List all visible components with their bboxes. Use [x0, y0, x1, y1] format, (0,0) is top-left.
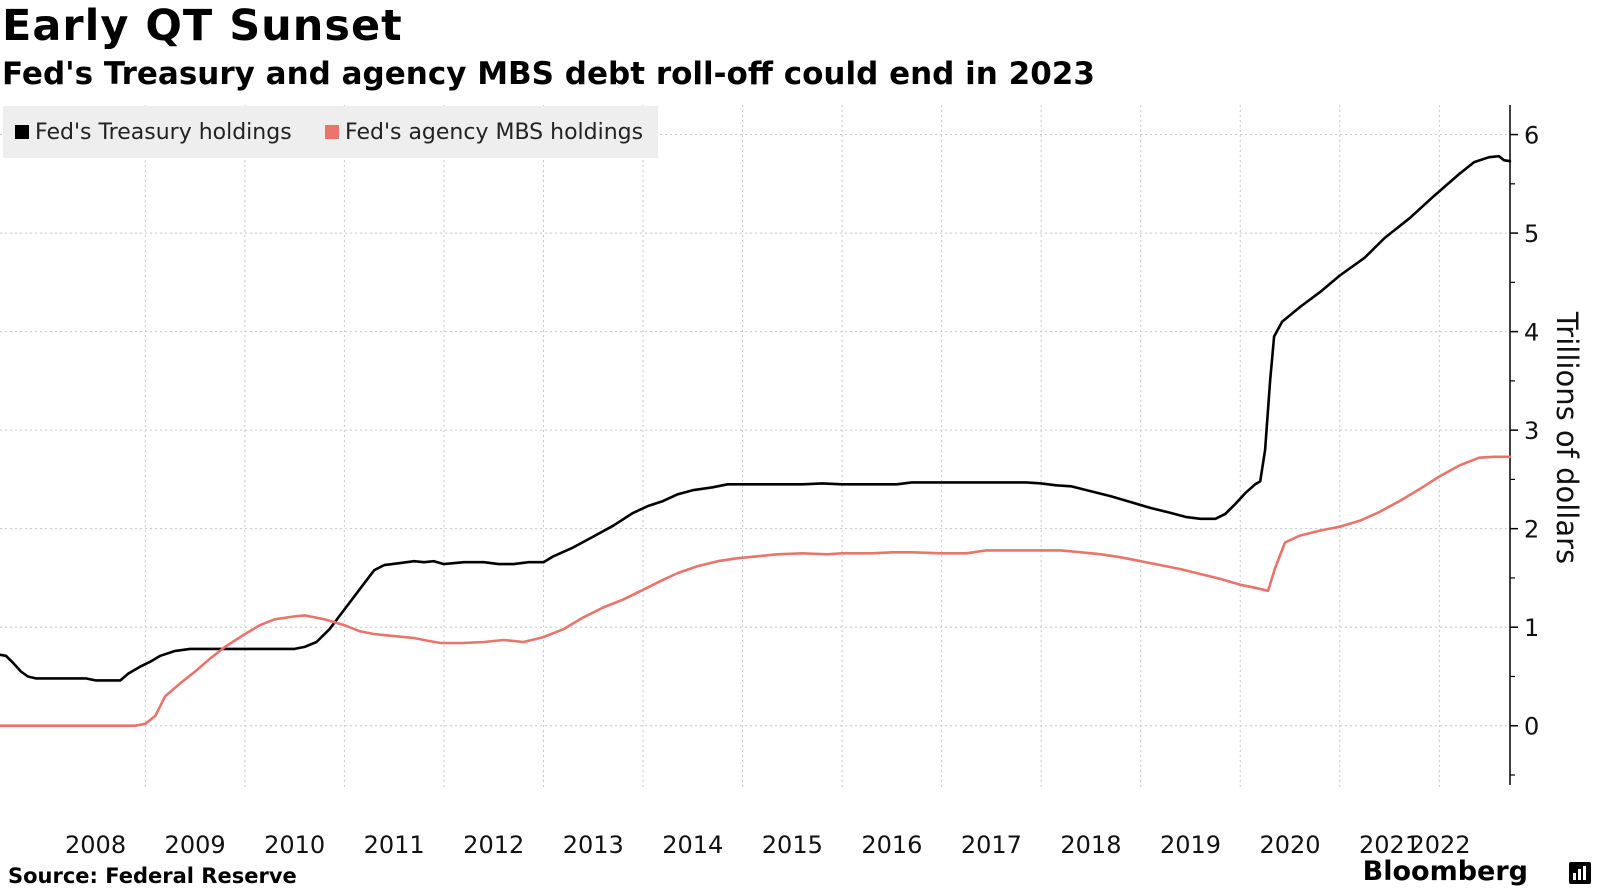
x-tick-label-2013: 2013: [563, 831, 624, 859]
x-tick-label-2011: 2011: [364, 831, 425, 859]
legend-swatch-treasury: [15, 125, 29, 139]
x-tick-label-2014: 2014: [662, 831, 723, 859]
chart-title: Early QT Sunset: [2, 1, 403, 51]
y-tick-label-3: 3: [1524, 417, 1539, 445]
y-tick-label-4: 4: [1524, 319, 1539, 347]
brand-logo-text: Bloomberg: [1362, 856, 1528, 887]
legend-item-treasury: Fed's Treasury holdings: [15, 119, 292, 145]
y-tick-label-6: 6: [1524, 122, 1539, 150]
x-tick-label-2010: 2010: [264, 831, 325, 859]
y-tick-label-5: 5: [1524, 220, 1539, 248]
source-note: Source: Federal Reserve: [8, 864, 297, 888]
x-tick-label-2008: 2008: [65, 831, 126, 859]
x-tick-label-2018: 2018: [1060, 831, 1121, 859]
x-tick-label-2017: 2017: [961, 831, 1022, 859]
y-tick-label-2: 2: [1524, 516, 1539, 544]
x-tick-label-2019: 2019: [1160, 831, 1221, 859]
data-series: [0, 154, 1512, 727]
x-tick-label-2015: 2015: [762, 831, 823, 859]
gridlines: [0, 105, 1510, 787]
bloomberg-bars-icon: [1569, 862, 1591, 884]
y-tick-label-0: 0: [1524, 713, 1539, 741]
x-tick-label-2016: 2016: [861, 831, 922, 859]
legend-swatch-mbs: [325, 125, 339, 139]
y-axis-title: Trillions of dollars: [1550, 311, 1584, 564]
legend-label-treasury: Fed's Treasury holdings: [35, 119, 292, 145]
y-axis: 0 1 2 3 4 5 6: [1509, 105, 1539, 785]
x-tick-label-2009: 2009: [165, 831, 226, 859]
series-line-mbs: [0, 455, 1512, 727]
x-tick-label-2012: 2012: [463, 831, 524, 859]
x-tick-label-2022: 2022: [1409, 831, 1470, 859]
y-tick-label-1: 1: [1524, 614, 1539, 642]
x-tick-label-2020: 2020: [1259, 831, 1320, 859]
chart-subtitle: Fed's Treasury and agency MBS debt roll-…: [2, 56, 1095, 92]
legend-item-mbs: Fed's agency MBS holdings: [325, 119, 644, 145]
x-tick-label-2021: 2021: [1359, 831, 1420, 859]
legend: Fed's Treasury holdings Fed's agency MBS…: [3, 106, 658, 158]
legend-label-mbs: Fed's agency MBS holdings: [345, 119, 644, 145]
series-line-treasury: [0, 154, 1512, 682]
x-axis-tick-labels: 2008 2009 2010 2011 2012 2013 2014 2015 2016 2017…: [65, 831, 1471, 859]
